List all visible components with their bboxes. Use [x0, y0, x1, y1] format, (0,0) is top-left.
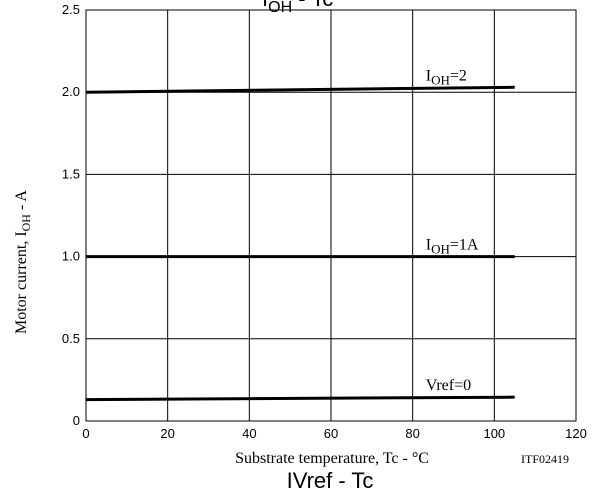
- x-tick-label: 80: [405, 426, 419, 441]
- y-axis-label-suffix: - A: [13, 190, 30, 214]
- y-tick-label: 0.5: [62, 331, 80, 346]
- series-label: Vref=0: [426, 377, 471, 394]
- axis-ticks: 0 20 40 60 80 100 120 0 0.5 1.0 1.5 2.0 2.5: [62, 2, 587, 441]
- chart-title-suffix: - Tc: [292, 0, 333, 11]
- series-line: [85, 395, 515, 402]
- x-tick-label: 120: [565, 426, 587, 441]
- y-tick-label: 2.5: [62, 2, 80, 17]
- chart-title-subscript: OH: [268, 0, 292, 16]
- plot-frame: [85, 9, 577, 422]
- x-axis-label: Substrate temperature, Tc - °C: [235, 450, 429, 467]
- x-tick-label: 20: [160, 426, 174, 441]
- series-lines: IOH=2 IOH=1A Vref=0: [85, 67, 515, 402]
- y-axis-label: Motor current, IOH - A: [13, 190, 33, 334]
- x-tick-label: 0: [82, 426, 89, 441]
- series-label: IOH=1A: [426, 237, 479, 257]
- y-tick-label: 2.0: [62, 84, 80, 99]
- y-axis-label-subscript: OH: [19, 214, 33, 232]
- chart-caption: IVref - Tc: [287, 468, 374, 493]
- x-tick-label: 40: [242, 426, 256, 441]
- y-tick-label: 0: [73, 413, 80, 428]
- grid: [86, 10, 576, 421]
- x-tick-label: 100: [483, 426, 505, 441]
- series-line: [85, 85, 515, 94]
- y-tick-label: 1.5: [62, 166, 80, 181]
- chart-title: IOH - Tc: [262, 0, 333, 16]
- y-tick-label: 1.0: [62, 249, 80, 264]
- figure-id: ITF02419: [521, 452, 569, 466]
- series-label: IOH=2: [426, 67, 467, 87]
- x-tick-label: 60: [324, 426, 338, 441]
